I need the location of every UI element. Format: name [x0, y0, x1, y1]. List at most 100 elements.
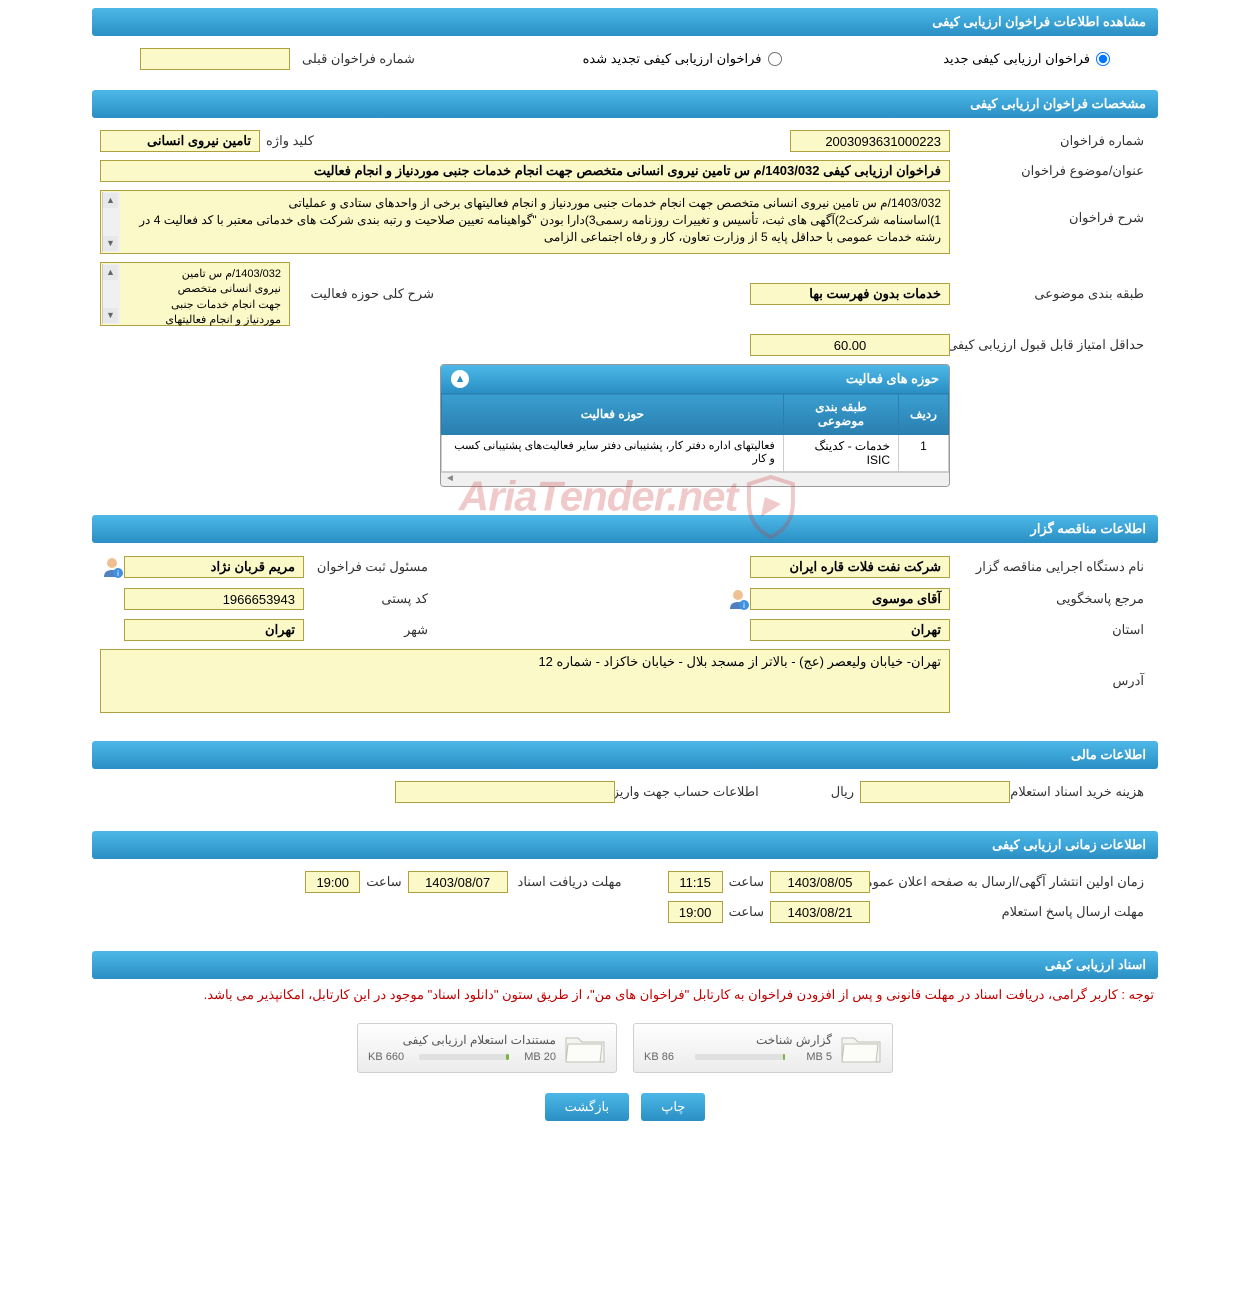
doc-title: مستندات استعلام ارزیابی کیفی [368, 1033, 556, 1047]
domain-label: شرح کلی حوزه فعالیت [290, 286, 440, 302]
col-idx: ردیف [899, 394, 949, 435]
specs-body: شماره فراخوان 2003093631000223 کلید واژه… [92, 118, 1158, 507]
docs-list: گزارش شناخت 5 MB 86 KB مستندات استعلام ا… [92, 1023, 1158, 1073]
user-icon: i [726, 587, 750, 611]
tenderer-body: نام دستگاه اجرایی مناقصه گزار شرکت نفت ف… [92, 543, 1158, 733]
folder-icon [564, 1030, 606, 1066]
user-icon: i [100, 555, 124, 579]
pub-date: 1403/08/05 [770, 871, 870, 893]
collapse-icon[interactable]: ▲ [451, 370, 469, 388]
doc-item-eval[interactable]: مستندات استعلام ارزیابی کیفی 20 MB 660 K… [357, 1023, 617, 1073]
svg-text:i: i [117, 569, 119, 578]
postal-value: 1966653943 [124, 588, 304, 610]
dead-time-label: ساعت [360, 874, 407, 890]
page-title-bar: مشاهده اطلاعات فراخوان ارزیابی کیفی [92, 8, 1158, 36]
specs-header: مشخصات فراخوان ارزیابی کیفی [92, 90, 1158, 118]
progress-fill [506, 1054, 510, 1060]
account-label: اطلاعات حساب جهت واریز هزینه خرید اسناد [615, 784, 765, 800]
cost-label: هزینه خرید اسناد استعلام ارزیابی کیفی [1010, 784, 1150, 800]
contact-value: آقای موسوی [750, 588, 950, 610]
financial-header: اطلاعات مالی [92, 741, 1158, 769]
call-no-label: شماره فراخوان [950, 133, 1150, 149]
keyword-value: تامین نیروی انسانی [100, 130, 260, 152]
scroll-down-icon[interactable]: ▼ [103, 236, 118, 251]
docs-notice: توجه : کاربر گرامی، دریافت اسناد در مهلت… [92, 979, 1158, 1011]
org-label: نام دستگاه اجرایی مناقصه گزار [950, 559, 1150, 575]
table-row: 1 خدمات - کدینگ ISIC فعالیتهای اداره دفت… [442, 435, 949, 472]
financial-body: هزینه خرید اسناد استعلام ارزیابی کیفی ری… [92, 769, 1158, 823]
timing-header: اطلاعات زمانی ارزیابی کیفی [92, 831, 1158, 859]
pub-time: 11:15 [668, 871, 723, 893]
doc-total: 20 MB [524, 1051, 556, 1063]
dead-label: مهلت دریافت اسناد [508, 874, 628, 890]
back-button[interactable]: بازگشت [545, 1093, 629, 1121]
progress-bar [695, 1054, 785, 1060]
org-value: شرکت نفت فلات قاره ایران [750, 556, 950, 578]
activity-panel-title: حوزه های فعالیت [846, 371, 939, 387]
radio-new-call[interactable]: فراخوان ارزیابی کیفی جدید [943, 48, 1110, 70]
folder-icon [840, 1030, 882, 1066]
cost-value [860, 781, 1010, 803]
radio-new-label: فراخوان ارزیابی کیفی جدید [943, 51, 1090, 67]
reg-label: مسئول ثبت فراخوان [304, 559, 434, 575]
progress-fill [783, 1054, 785, 1060]
postal-label: کد پستی [304, 591, 434, 607]
doc-item-report[interactable]: گزارش شناخت 5 MB 86 KB [633, 1023, 893, 1073]
resp-label: مهلت ارسال پاسخ استعلام [870, 904, 1150, 920]
prev-call-label: شماره فراخوان قبلی [296, 51, 421, 67]
doc-used: 86 KB [644, 1051, 674, 1063]
currency-label: ریال [825, 784, 860, 800]
tenderer-header: اطلاعات مناقصه گزار [92, 515, 1158, 543]
call-no-value: 2003093631000223 [790, 130, 950, 152]
col-domain: حوزه فعالیت [442, 394, 784, 435]
cat-value: خدمات بدون فهرست بها [750, 283, 950, 305]
scroll-up-icon[interactable]: ▲ [103, 265, 118, 280]
keyword-label: کلید واژه [260, 133, 320, 149]
city-value: تهران [124, 619, 304, 641]
city-label: شهر [304, 622, 434, 638]
page-title: مشاهده اطلاعات فراخوان ارزیابی کیفی [932, 14, 1146, 29]
table-scrollbar[interactable]: ◄ [441, 472, 949, 486]
subject-label: عنوان/موضوع فراخوان [950, 163, 1150, 179]
contact-label: مرجع پاسخگویی [950, 591, 1150, 607]
resp-time-label: ساعت [723, 904, 770, 920]
province-label: استان [950, 622, 1150, 638]
radio-new-input[interactable] [1096, 52, 1110, 66]
radio-renewed-call[interactable]: فراخوان ارزیابی کیفی تجدید شده [583, 48, 782, 70]
col-cat: طبقه بندی موضوعی [783, 394, 898, 435]
desc-label: شرح فراخوان [950, 190, 1150, 226]
top-options-body: فراخوان ارزیابی کیفی جدید فراخوان ارزیاب… [92, 36, 1158, 82]
button-row: چاپ بازگشت [92, 1093, 1158, 1121]
cat-label: طبقه بندی موضوعی [950, 286, 1150, 302]
reg-value: مریم قربان نژاد [124, 556, 304, 578]
scroll-down-icon[interactable]: ▼ [103, 308, 118, 323]
domain-value[interactable]: ▲ ▼ 1403/032/م س تامین نیروی انسانی متخص… [100, 262, 290, 326]
activity-table: ردیف طبقه بندی موضوعی حوزه فعالیت 1 خدما… [441, 393, 949, 472]
svg-text:i: i [743, 601, 745, 610]
doc-title: گزارش شناخت [644, 1033, 832, 1047]
timing-body: زمان اولین انتشار آگهی/ارسال به صفحه اعل… [92, 859, 1158, 943]
minscore-label: حداقل امتیاز قابل قبول ارزیابی کیفی [950, 337, 1150, 353]
resp-date: 1403/08/21 [770, 901, 870, 923]
subject-value: فراخوان ارزیابی کیفی 1403/032/م س تامین … [100, 160, 950, 182]
radio-renewed-input[interactable] [768, 52, 782, 66]
docs-header: اسناد ارزیابی کیفی [92, 951, 1158, 979]
pub-time-label: ساعت [723, 874, 770, 890]
activity-panel: حوزه های فعالیت ▲ ردیف طبقه بندی موضوعی … [440, 364, 950, 487]
address-value: تهران- خیابان ولیعصر (عج) - بالاتر از مس… [100, 649, 950, 713]
resp-time: 19:00 [668, 901, 723, 923]
prev-call-value [140, 48, 290, 70]
address-label: آدرس [950, 649, 1150, 689]
dead-date: 1403/08/07 [408, 871, 508, 893]
account-value [395, 781, 615, 803]
print-button[interactable]: چاپ [641, 1093, 705, 1121]
radio-renewed-label: فراخوان ارزیابی کیفی تجدید شده [583, 51, 762, 67]
dead-time: 19:00 [305, 871, 360, 893]
progress-bar [419, 1054, 509, 1060]
minscore-value: 60.00 [750, 334, 950, 356]
desc-value[interactable]: ▲ ▼ 1403/032/م س تامین نیروی انسانی متخص… [100, 190, 950, 254]
scroll-up-icon[interactable]: ▲ [103, 193, 118, 208]
pub-label: زمان اولین انتشار آگهی/ارسال به صفحه اعل… [870, 874, 1150, 890]
doc-total: 5 MB [806, 1051, 832, 1063]
doc-used: 660 KB [368, 1051, 404, 1063]
